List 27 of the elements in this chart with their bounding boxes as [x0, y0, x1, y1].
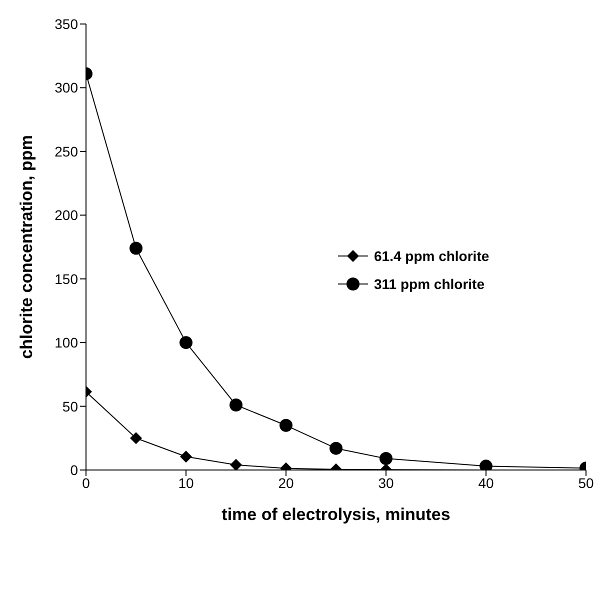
point: [280, 418, 292, 432]
point: [180, 450, 192, 463]
point: [180, 336, 192, 350]
point: [380, 452, 392, 466]
point: [230, 398, 242, 412]
point: [330, 442, 342, 455]
x-tick-label: 40: [478, 474, 494, 491]
y-tick-label: 0: [70, 462, 78, 478]
y-tick-label: 200: [54, 207, 78, 224]
point: [130, 432, 142, 444]
y-tick-label: 300: [54, 80, 78, 96]
x-tick-label: 10: [178, 474, 194, 491]
y-tick-label: 100: [54, 334, 78, 351]
point: [230, 458, 242, 470]
x-tick-label: 0: [82, 474, 90, 491]
y-axis-title: chlorite concentration, ppm: [17, 135, 36, 359]
x-tick-label: 30: [378, 474, 394, 491]
x-tick-label: 20: [278, 474, 294, 491]
y-tick-label: 150: [54, 270, 78, 287]
y-tick-label: 350: [54, 16, 78, 32]
legend-label: 61.4 ppm chlorite: [374, 248, 490, 264]
x-tick-label: 50: [578, 474, 594, 491]
x-axis-title: time of electrolysis, minutes: [222, 505, 450, 524]
legend-label: 311 ppm chlorite: [374, 276, 484, 292]
y-tick-label: 50: [62, 398, 78, 414]
y-tick-label: 250: [54, 143, 78, 160]
point: [130, 242, 142, 255]
